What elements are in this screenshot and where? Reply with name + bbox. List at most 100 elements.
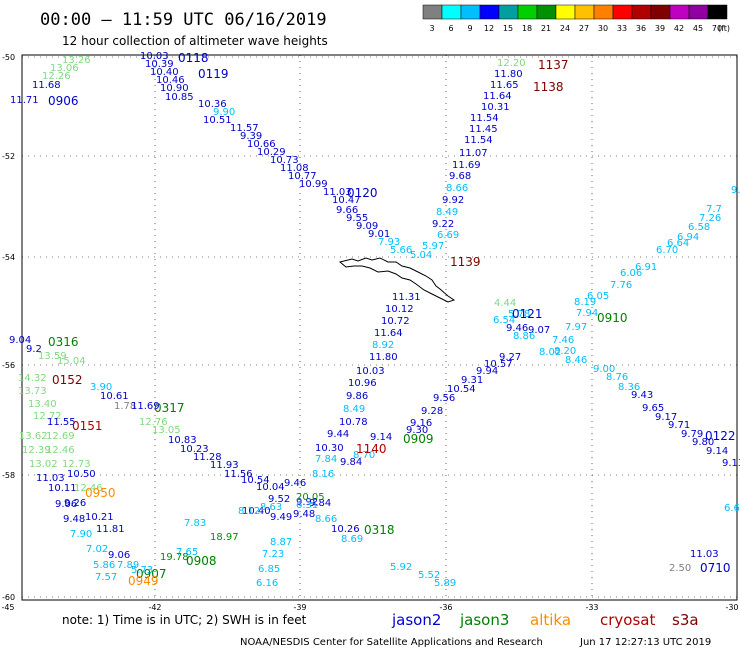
observation-label: 10.66: [247, 139, 276, 150]
colorbar-swatch: [707, 4, 728, 20]
observation-label: 10.50: [67, 469, 96, 480]
colorbar-swatch: [593, 4, 614, 20]
plot-frame: [21, 54, 738, 601]
observation-label: 10.30: [315, 443, 344, 454]
observation-label: 9.44: [327, 429, 349, 440]
colorbar-swatch: [460, 4, 481, 20]
observation-label: 7.46: [552, 335, 574, 346]
footer-note: note: 1) Time is in UTC; 2) SWH is in fe…: [62, 613, 307, 627]
observation-label: 6.16: [256, 578, 278, 589]
observation-label: 5.78: [508, 309, 530, 320]
lon-tick-label: -39: [293, 603, 306, 612]
observation-label: 13.73: [18, 386, 47, 397]
observation-label: 7.94: [576, 308, 598, 319]
observation-label: 5.89: [434, 578, 456, 589]
observation-label: 9.80: [692, 437, 714, 448]
observation-label: 11.57: [230, 123, 259, 134]
pass-label: 0122: [705, 429, 736, 443]
observation-label: 9.94: [476, 366, 498, 377]
observation-label: 9.46: [284, 478, 306, 489]
observation-label: 10.54: [241, 475, 270, 486]
colorbar-tick-label: 36: [636, 24, 646, 33]
observation-label: 9.00: [731, 185, 740, 196]
observation-label: 9.90: [213, 107, 235, 118]
observation-label: 11.69: [131, 401, 160, 412]
observation-label: 6.69: [437, 230, 459, 241]
observation-label: 9.00: [593, 364, 615, 375]
observation-label: 11.08: [280, 163, 309, 174]
lat-tick-label: -56: [2, 361, 15, 370]
observation-label: 11.03: [36, 473, 65, 484]
observation-label: 7.89: [117, 560, 139, 571]
observation-label: 6.64: [667, 238, 689, 249]
observation-label: 13.40: [28, 399, 57, 410]
legend-item-altika: altika: [530, 611, 571, 629]
colorbar-swatch: [555, 4, 576, 20]
observation-label: 7.97: [565, 322, 587, 333]
pass-label: 0909: [403, 432, 434, 446]
observation-label: 8.16: [312, 469, 334, 480]
observation-label: 8.49: [343, 404, 365, 415]
observation-label: 10.39: [145, 59, 174, 70]
observation-label: 13.05: [152, 425, 181, 436]
observation-label: 12.73: [62, 459, 91, 470]
observation-label: 11.68: [32, 80, 61, 91]
observation-label: 7.83: [184, 518, 206, 529]
observation-label: 5.92: [390, 562, 412, 573]
observation-label: 10.03: [140, 51, 169, 62]
observation-label: 7.57: [95, 572, 117, 583]
observation-label: 10.04: [256, 482, 285, 493]
pass-labels: 0118 0119 0120 0121 0122 0710 0906 0316 0317 0318…: [48, 51, 736, 588]
observation-label: 8.76: [606, 372, 628, 383]
observation-label: 2.50: [669, 563, 691, 574]
observation-label: 10.72: [381, 316, 410, 327]
satellite-legend: jason2 jason3 altika cryosat s3a: [391, 611, 699, 629]
observation-label: 8.86: [513, 331, 535, 342]
observation-label: 8.46: [565, 355, 587, 366]
colorbar-tick-label: 3: [429, 24, 434, 33]
colorbar-swatch: [479, 4, 500, 20]
legend-item-cryosat: cryosat: [600, 611, 655, 629]
observation-label: 9.13: [722, 458, 740, 469]
observation-label: 7.02: [86, 544, 108, 555]
lat-tick-label: -60: [2, 593, 15, 602]
observation-label: 9.17: [655, 412, 677, 423]
pass-label: 0119: [198, 67, 229, 81]
observation-label: 18.97: [210, 532, 239, 543]
observation-label: 12.69: [46, 431, 75, 442]
observation-label: 9.22: [432, 219, 454, 230]
colorbar-tick-label: 30: [598, 24, 608, 33]
colorbar-swatch: [650, 4, 671, 20]
pass-label: 0910: [597, 311, 628, 325]
observation-label: 11.56: [224, 469, 253, 480]
observation-label: 12.46: [46, 445, 75, 456]
south-georgia-island: [338, 257, 456, 303]
colorbar-tick-label: 6: [448, 24, 453, 33]
observation-label: 10.47: [332, 195, 361, 206]
observation-label: 9.46: [506, 323, 528, 334]
graticule: [22, 55, 737, 600]
observation-label: 11.54: [464, 135, 493, 146]
pass-label: 0151: [72, 419, 103, 433]
observation-label: 7.23: [262, 549, 284, 560]
pass-label: 1140: [356, 442, 387, 456]
lat-tick-label: -52: [2, 152, 15, 161]
observation-label: 10.11: [48, 483, 77, 494]
observation-label: 9.30: [406, 425, 428, 436]
observation-label: 7.43: [0, 0, 22, 3]
observation-label: 9.48: [63, 514, 85, 525]
observation-label: 10.21: [85, 512, 114, 523]
lon-tick-label: -30: [725, 603, 738, 612]
observation-label: 10.57: [484, 359, 513, 370]
observation-label: 19.78: [160, 552, 189, 563]
pass-label: 0908: [186, 554, 217, 568]
observation-labels: 10.0310.3910.4010.4610.9010.8510.369.901…: [0, 0, 740, 589]
observation-label: 8.66: [446, 183, 468, 194]
observation-label: 11.64: [483, 91, 512, 102]
observation-label: 7.90: [70, 529, 92, 540]
observation-label: 10.40: [150, 67, 179, 78]
observation-label: 9.66: [336, 205, 358, 216]
observation-label: 11.03: [690, 549, 719, 560]
observation-label: 8.19: [574, 297, 596, 308]
observation-label: 10.23: [180, 444, 209, 455]
